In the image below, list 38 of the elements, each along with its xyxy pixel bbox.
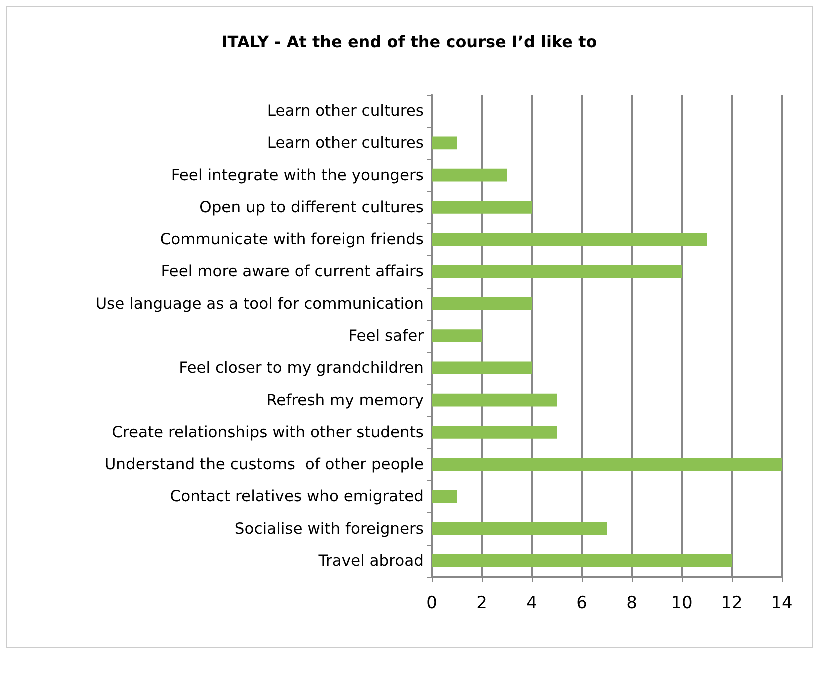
y-tick-label: Feel closer to my grandchildren xyxy=(179,359,424,378)
bar xyxy=(432,330,482,342)
y-tick-label: Feel integrate with the youngers xyxy=(171,166,424,184)
bar xyxy=(432,458,782,471)
x-tick-label: 6 xyxy=(576,594,588,614)
y-tick-label: Refresh my memory xyxy=(266,391,424,410)
bar xyxy=(432,168,507,182)
bar xyxy=(432,233,707,246)
bar xyxy=(432,426,557,439)
y-tick-label: Open up to different cultures xyxy=(200,198,424,216)
chart-title: ITALY - At the end of the course I’d like to xyxy=(222,32,598,52)
bar xyxy=(432,362,532,375)
x-tick-label: 14 xyxy=(771,594,793,614)
bar xyxy=(432,554,732,568)
bar xyxy=(432,136,457,150)
y-tick-label: Create relationships with other students xyxy=(112,423,424,442)
y-tick-label: Learn other cultures xyxy=(267,102,424,120)
y-tick-label: Learn other cultures xyxy=(267,134,424,152)
x-tick-label: 4 xyxy=(526,594,538,614)
x-tick-label: 8 xyxy=(626,594,638,614)
y-tick-label: Communicate with foreign friends xyxy=(160,230,424,249)
y-tick-label: Contact relatives who emigrated xyxy=(170,488,424,506)
y-tick-label: Feel more aware of current affairs xyxy=(161,262,424,281)
y-tick-label: Understand the customs of other people xyxy=(104,456,424,474)
y-tick-label: Use language as a tool for communication xyxy=(96,294,424,313)
bar xyxy=(432,522,607,536)
bar xyxy=(432,265,682,278)
x-tick-label: 2 xyxy=(476,594,488,614)
x-tick-label: 0 xyxy=(426,594,438,614)
bar xyxy=(432,394,557,407)
x-tick-label: 12 xyxy=(721,594,743,614)
bar xyxy=(432,490,457,504)
bar xyxy=(432,297,532,310)
x-tick-label: 10 xyxy=(671,594,693,614)
y-tick-label: Travel abroad xyxy=(318,552,424,570)
bar xyxy=(432,201,532,214)
y-tick-label: Socialise with foreigners xyxy=(234,520,424,538)
y-tick-label: Feel safer xyxy=(348,327,425,345)
